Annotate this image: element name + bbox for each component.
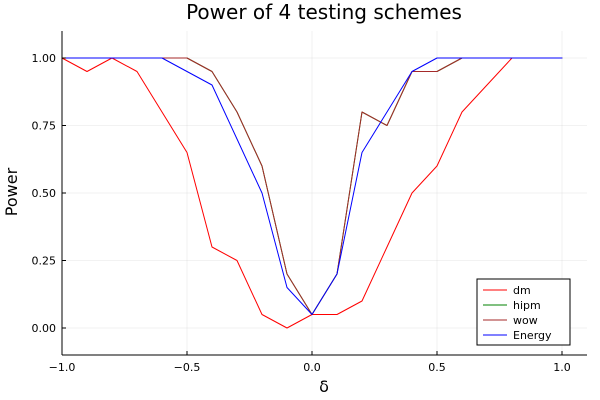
y-axis-label: Power [2, 167, 21, 216]
legend-label-hipm: hipm [513, 299, 541, 312]
x-tick-label: −0.5 [174, 361, 201, 374]
legend: dm hipm wow Energy [476, 278, 571, 346]
x-tick-label: −1.0 [49, 361, 76, 374]
y-tick-label: 0.50 [32, 187, 57, 200]
x-tick-label: 0.0 [303, 361, 321, 374]
x-axis-label: δ [319, 377, 329, 396]
x-tick-label: 1.0 [553, 361, 571, 374]
legend-label-energy: Energy [513, 329, 552, 342]
y-tick-label: 0.00 [32, 322, 57, 335]
y-tick-label: 1.00 [32, 52, 57, 65]
legend-label-wow: wow [513, 314, 538, 327]
x-tick-label: 0.5 [428, 361, 446, 374]
y-tick-label: 0.75 [32, 120, 57, 133]
series-line-energy [61, 57, 563, 315]
y-tick-label: 0.25 [32, 255, 57, 268]
chart-title: Power of 4 testing schemes [186, 0, 462, 24]
series-lines [61, 57, 563, 329]
legend-label-dm: dm [513, 284, 531, 297]
tick-labels: −1.0 −0.5 0.0 0.5 1.0 0.00 0.25 0.50 0.75 1.00 [32, 52, 571, 374]
